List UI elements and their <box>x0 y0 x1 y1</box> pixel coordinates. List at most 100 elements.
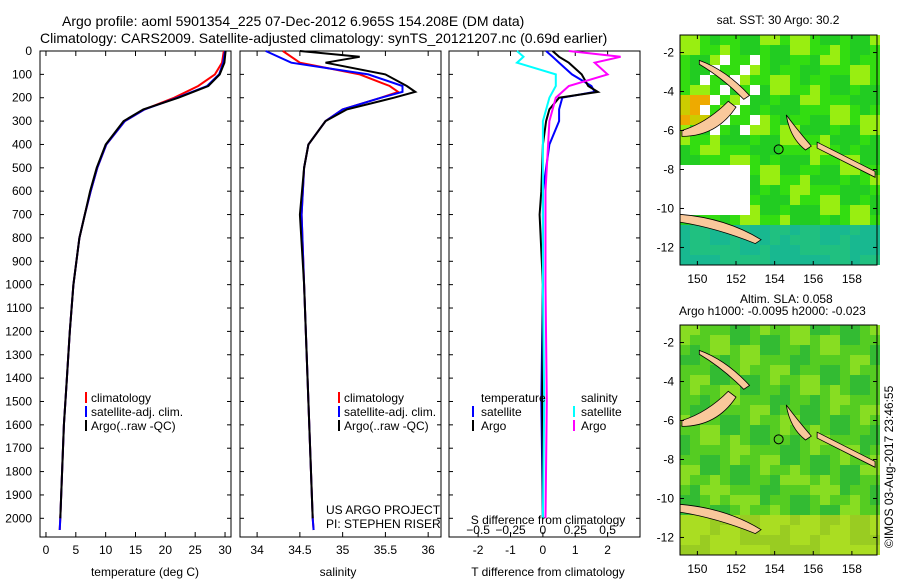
map-cell <box>770 205 780 215</box>
map-cell <box>720 335 730 345</box>
plot-frame <box>39 50 232 538</box>
map-cell <box>750 135 760 145</box>
map-cell <box>730 475 740 485</box>
map-cell <box>750 255 760 265</box>
map-cell <box>780 325 790 335</box>
map-cell <box>810 55 820 65</box>
map-cell <box>870 75 880 85</box>
map-cell <box>710 165 720 175</box>
map-cell <box>790 375 800 385</box>
map-cell <box>860 395 870 405</box>
map-cell <box>860 475 870 485</box>
legend-swatch-t-argo <box>472 420 474 431</box>
map-cell <box>770 355 780 365</box>
legend-swatch-argo <box>85 420 87 431</box>
map-cell <box>750 505 760 515</box>
map-cell <box>810 175 820 185</box>
map-cell <box>870 65 880 75</box>
map-cell <box>800 345 810 355</box>
map-cell <box>700 535 710 545</box>
x-axis-label-salinity: salinity <box>320 565 357 579</box>
map-cell <box>700 355 710 365</box>
map-cell <box>830 225 840 235</box>
map-cell <box>860 385 870 395</box>
map-cell <box>840 515 850 525</box>
map-cell <box>800 245 810 255</box>
map-cell <box>780 85 790 95</box>
land-bougainville <box>785 404 812 441</box>
x2-tick-label: 0.5 <box>599 523 616 537</box>
map-cell <box>810 495 820 505</box>
map-cell <box>860 115 870 125</box>
map-cell <box>770 135 780 145</box>
map-cell <box>870 415 880 425</box>
map-cell <box>710 155 720 165</box>
map-y-tick-label: -8 <box>663 452 674 466</box>
map-cell <box>860 485 870 495</box>
map-cell <box>730 115 740 125</box>
map-cell <box>850 135 860 145</box>
map-cell <box>800 225 810 235</box>
map-cell <box>710 455 720 465</box>
map-cell <box>840 95 850 105</box>
map-cell <box>800 185 810 195</box>
sla-map: 150 152 154 156 158 -2 -4 -6 -8 -10 -12 <box>657 324 880 576</box>
map-cell <box>810 525 820 535</box>
map-cell <box>760 435 770 445</box>
map-cell <box>810 515 820 525</box>
map-cell <box>870 535 880 545</box>
x-tick-label: 35 <box>336 543 350 557</box>
map-cell <box>860 375 870 385</box>
map-cell <box>830 335 840 345</box>
map-cell <box>830 185 840 195</box>
map-cell <box>870 435 880 445</box>
legend-argo: Argo(..raw -QC) <box>91 419 176 433</box>
map-cell <box>760 385 770 395</box>
map-cell <box>680 35 690 45</box>
map-y-tick-label: -12 <box>657 530 675 544</box>
map-cell <box>810 215 820 225</box>
map-cell <box>690 475 700 485</box>
map-cell <box>850 385 860 395</box>
x2-tick-label: −0.5 <box>466 523 490 537</box>
map-cell <box>870 175 880 185</box>
map-cell <box>820 375 830 385</box>
map-cell <box>800 125 810 135</box>
map-cell <box>680 365 690 375</box>
map-cell <box>820 415 830 425</box>
map-cell <box>860 75 870 85</box>
map-cell <box>840 345 850 355</box>
map-cell <box>750 495 760 505</box>
map-cell <box>850 355 860 365</box>
map-cell <box>790 225 800 235</box>
map-cell <box>840 65 850 75</box>
map-cell <box>720 45 730 55</box>
map-cell <box>760 525 770 535</box>
map-cell <box>800 515 810 525</box>
map-cell <box>680 75 690 85</box>
map-cell <box>680 155 690 165</box>
map-cell <box>680 195 690 205</box>
map-cell <box>790 425 800 435</box>
map-cell <box>860 235 870 245</box>
map-cell <box>790 165 800 175</box>
map-y-tick-label: -10 <box>657 201 675 215</box>
map-cell <box>820 115 830 125</box>
map-cell <box>730 335 740 345</box>
map-cell <box>790 475 800 485</box>
map-cell <box>760 155 770 165</box>
map-cell <box>760 45 770 55</box>
map-cell <box>700 445 710 455</box>
map-cell <box>800 215 810 225</box>
map-cell <box>680 445 690 455</box>
map-cell <box>790 175 800 185</box>
map-cell <box>860 365 870 375</box>
map-cell <box>780 535 790 545</box>
map-cell <box>870 395 880 405</box>
map-cell <box>740 515 750 525</box>
map-cell <box>840 425 850 435</box>
map-cell <box>800 385 810 395</box>
map-cell <box>710 125 720 135</box>
map-cell <box>690 115 700 125</box>
